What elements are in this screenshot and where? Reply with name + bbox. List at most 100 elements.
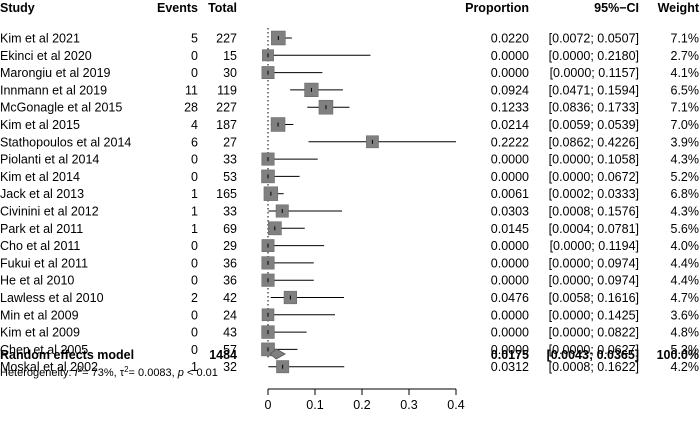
study-events: 2 [191, 291, 198, 305]
study-weight: 4.2% [671, 360, 700, 374]
study-ci: [0.0008; 0.1576] [549, 205, 639, 219]
het-tau2-symbol: τ [120, 367, 125, 379]
study-ci: [0.0000; 0.0974] [549, 274, 639, 288]
study-ci: [0.0471; 0.1594] [549, 83, 639, 97]
study-weight: 7.0% [671, 118, 700, 132]
pooled-proportion: 0.0175 [491, 348, 529, 362]
het-tau2-value: = 0.0083, [129, 367, 178, 379]
study-ci: [0.0000; 0.1058] [549, 153, 639, 167]
study-proportion: 0.0924 [491, 83, 529, 97]
study-weight: 4.3% [671, 153, 700, 167]
study-total: 227 [216, 32, 237, 46]
study-ci: [0.0000; 0.1194] [550, 239, 639, 253]
study-label: Moskal et al 2002 [0, 360, 98, 374]
study-total: 29 [223, 239, 237, 253]
het-tau2-sup: 2 [124, 365, 129, 374]
table-row: He et al 2010 0 36 0.0000 [0.0000; 0.0974] 4.… [0, 273, 699, 288]
study-events: 0 [191, 49, 198, 63]
x-axis: 0 0.1 0.2 0.3 0.4 [265, 388, 465, 412]
header-ci: 95%−CI [594, 1, 639, 15]
study-ci: [0.0000; 0.0822] [549, 326, 639, 340]
table-row: Fukui et al 2011 0 36 0.0000 [0.0000; 0.0974… [0, 256, 699, 270]
study-label: Kim et al 2009 [0, 326, 80, 340]
study-label: Innmann et al 2019 [0, 83, 107, 97]
study-ci: [0.0862; 0.4226] [549, 135, 639, 149]
study-total: 227 [216, 101, 237, 115]
study-ci: [0.0004; 0.0781] [549, 222, 639, 236]
study-ci: [0.0000; 0.0974] [549, 256, 639, 270]
het-p-value: < 0.01 [184, 367, 218, 379]
study-label: Civinini et al 2012 [0, 205, 99, 219]
study-label: Kim et al 2014 [0, 170, 80, 184]
study-weight: 3.9% [671, 135, 700, 149]
x-axis-tick-label: 0.1 [306, 398, 323, 412]
study-proportion: 0.0000 [491, 170, 529, 184]
table-row: Kim et al 2009 0 43 0.0000 [0.0000; 0.0822] 4… [0, 325, 699, 340]
x-axis-tick-label: 0.3 [400, 398, 417, 412]
study-total: 15 [223, 49, 237, 63]
study-total: 33 [223, 153, 237, 167]
study-weight: 5.3% [671, 343, 700, 357]
study-proportion: 0.0220 [491, 32, 529, 46]
study-ci: [0.0000; 0.0627] [549, 343, 639, 357]
study-events: 0 [191, 153, 198, 167]
study-total: 36 [223, 274, 237, 288]
study-total: 27 [223, 135, 237, 149]
study-label: McGonagle et al 2015 [0, 101, 122, 115]
header-study: Study [0, 1, 35, 15]
study-weight: 3.6% [671, 308, 700, 322]
table-row: Kim et al 2014 0 53 0.0000 [0.0000; 0.0672] 5… [0, 169, 700, 184]
study-total: 33 [223, 205, 237, 219]
table-row: Moskal et al 2002 1 32 0.0312 [0.0008; 0.162… [0, 360, 699, 374]
study-proportion: 0.0000 [491, 239, 529, 253]
table-row: Marongiu et al 2019 0 30 0.0000 [0.0000; 0.1… [0, 66, 699, 80]
study-total: 119 [217, 83, 237, 97]
study-label: Kim et al 2015 [0, 118, 80, 132]
study-weight: 7.1% [671, 101, 700, 115]
study-weight: 7.1% [671, 32, 700, 46]
study-events: 28 [184, 101, 198, 115]
study-proportion: 0.0061 [491, 187, 529, 201]
header-proportion: Proportion [465, 1, 529, 15]
table-row: Park et al 2011 1 69 0.0145 [0.0004; 0.0781]… [0, 221, 700, 236]
het-i2-symbol: I [75, 367, 78, 379]
study-label: Kim et al 2021 [0, 32, 80, 46]
study-total: 53 [223, 170, 237, 184]
study-events: 6 [191, 135, 198, 149]
study-proportion: 0.1233 [491, 101, 529, 115]
x-axis-tick-label: 0.4 [447, 398, 464, 412]
study-total: 165 [216, 187, 237, 201]
study-events: 0 [191, 170, 198, 184]
table-row: McGonagle et al 2015 28 227 0.1233 [0.0836; … [0, 99, 700, 115]
study-label: Ekinci et al 2020 [0, 49, 92, 63]
study-proportion: 0.0000 [491, 343, 529, 357]
pooled-weight: 100.0% [657, 348, 699, 362]
study-ci: [0.0008; 0.1622] [549, 360, 639, 374]
table-row: Ekinci et al 2020 0 15 0.0000 [0.0000; 0.218… [0, 49, 699, 63]
study-weight: 6.5% [671, 83, 700, 97]
study-events: 1 [191, 205, 198, 219]
study-proportion: 0.0000 [491, 49, 529, 63]
table-row: Innmann et al 2019 11 119 0.0924 [0.0471; 0.… [0, 82, 700, 97]
het-p-symbol: p [177, 367, 184, 379]
study-proportion: 0.0000 [491, 326, 529, 340]
study-ci: [0.0000; 0.0672] [549, 170, 639, 184]
study-events: 5 [191, 32, 198, 46]
study-weight: 5.2% [671, 170, 700, 184]
study-total: 43 [223, 326, 237, 340]
study-weight: 4.0% [671, 239, 700, 253]
pooled-total: 1484 [209, 348, 237, 362]
header-total: Total [208, 1, 237, 15]
study-ci: [0.0000; 0.1157] [550, 66, 639, 80]
het-i2-value: = 73%, [82, 367, 120, 379]
study-proportion: 0.0000 [491, 66, 529, 80]
table-row: Kim et al 2015 4 187 0.0214 [0.0059; 0.0539]… [0, 117, 700, 132]
study-label: Park et al 2011 [0, 222, 83, 236]
table-row: Lawless et al 2010 2 42 0.0476 [0.0058; 0.16… [0, 290, 699, 305]
study-label: Piolanti et al 2014 [0, 153, 99, 167]
study-events: 1 [191, 187, 198, 201]
study-weight: 5.6% [671, 222, 700, 236]
study-label: Chen et al 2005 [0, 343, 88, 357]
study-proportion: 0.0000 [491, 308, 529, 322]
study-weight: 4.4% [671, 256, 700, 270]
